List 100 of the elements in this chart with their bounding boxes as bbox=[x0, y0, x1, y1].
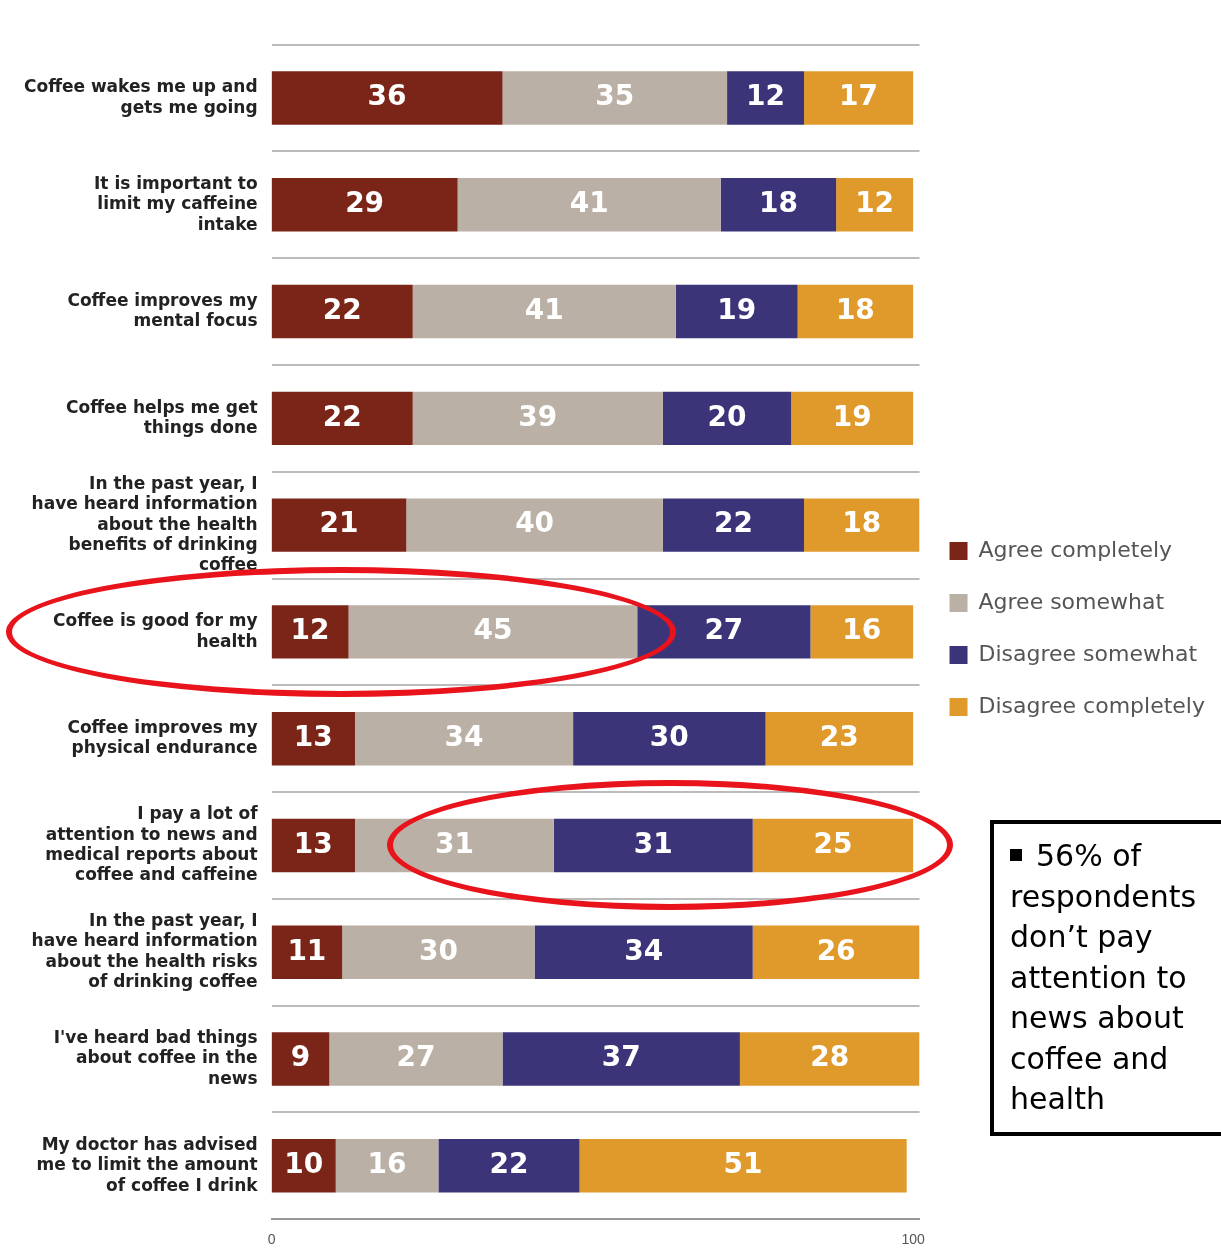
data-label: 22 bbox=[714, 506, 753, 540]
data-label: 51 bbox=[723, 1147, 763, 1181]
bar bbox=[406, 498, 663, 552]
bar bbox=[438, 1139, 580, 1193]
bar bbox=[752, 925, 920, 979]
y-tick-label: I pay a lot of attention to news and medical reports about coffee and caffeine bbox=[45, 803, 259, 885]
x-tick-label: 100 bbox=[901, 1231, 925, 1248]
data-label: 9 bbox=[290, 1040, 311, 1074]
bar bbox=[502, 71, 728, 125]
y-tick-label: Coffee improves my mental focus bbox=[67, 289, 258, 331]
bar bbox=[329, 1032, 503, 1086]
bar bbox=[662, 391, 792, 446]
bar bbox=[271, 284, 413, 339]
bar bbox=[739, 1032, 920, 1086]
bar bbox=[354, 818, 554, 873]
data-label: 35 bbox=[595, 79, 635, 113]
bar bbox=[271, 711, 355, 766]
bar bbox=[271, 391, 413, 446]
bar bbox=[271, 818, 355, 873]
data-label: 22 bbox=[322, 292, 362, 326]
bar bbox=[271, 1032, 330, 1086]
y-tick-label: Coffee improves my physical endurance bbox=[67, 716, 258, 758]
bar bbox=[727, 71, 805, 125]
bar bbox=[271, 178, 458, 232]
bar bbox=[271, 605, 349, 659]
data-label: 34 bbox=[624, 933, 664, 967]
data-label: 30 bbox=[418, 933, 458, 967]
y-tick-label: Coffee wakes me up and gets me going bbox=[24, 76, 258, 117]
data-label: 11 bbox=[287, 933, 327, 967]
data-label: 27 bbox=[396, 1040, 436, 1074]
bar bbox=[765, 711, 914, 766]
data-label: 13 bbox=[293, 719, 333, 753]
data-label: 12 bbox=[746, 79, 786, 113]
bar bbox=[810, 605, 914, 659]
data-label: 39 bbox=[518, 399, 558, 433]
bar bbox=[804, 71, 914, 125]
bar bbox=[804, 498, 920, 552]
bar bbox=[271, 498, 407, 552]
bar bbox=[342, 925, 535, 979]
y-tick-label: It is important to limit my caffeine intake bbox=[94, 172, 258, 234]
y-tick-label: Coffee is good for my health bbox=[53, 610, 258, 651]
data-label: 40 bbox=[515, 506, 555, 540]
data-label: 21 bbox=[319, 506, 359, 540]
data-label: 12 bbox=[855, 186, 895, 220]
y-tick-label: My doctor has advised me to limit the amount of coffee I drink bbox=[36, 1133, 259, 1195]
bar bbox=[637, 605, 811, 659]
data-label: 18 bbox=[842, 506, 882, 540]
data-label: 34 bbox=[444, 719, 484, 753]
y-tick-label: In the past year, I have heard information about the health risks of drinking coffee bbox=[31, 910, 258, 992]
x-tick-label: 0 bbox=[267, 1231, 276, 1248]
bar bbox=[573, 711, 766, 766]
data-label: 36 bbox=[367, 79, 407, 113]
bar bbox=[271, 71, 503, 125]
bar bbox=[354, 711, 574, 766]
bar bbox=[752, 818, 914, 873]
data-label: 18 bbox=[835, 292, 875, 326]
bar bbox=[797, 284, 914, 339]
data-label: 45 bbox=[473, 613, 513, 647]
text: 56% of respondents don’t pay attention to news about coffee and health bbox=[990, 820, 1221, 1136]
data-label: 41 bbox=[524, 292, 564, 326]
bar bbox=[412, 284, 676, 339]
y-tick-label: I've heard bad things about coffee in the news bbox=[53, 1027, 258, 1088]
data-label: 41 bbox=[569, 186, 609, 220]
data-label: 13 bbox=[293, 826, 333, 860]
bar bbox=[348, 605, 638, 659]
bar bbox=[412, 391, 663, 446]
bar bbox=[553, 818, 753, 873]
legend-label: Agree somewhat bbox=[978, 588, 1165, 614]
data-label: 31 bbox=[633, 826, 673, 860]
data-label: 23 bbox=[819, 719, 859, 753]
bar bbox=[502, 1032, 740, 1086]
data-label: 16 bbox=[842, 613, 882, 647]
bar bbox=[720, 178, 837, 232]
bar bbox=[335, 1139, 439, 1193]
data-label: 18 bbox=[758, 186, 798, 220]
bar bbox=[457, 178, 721, 232]
legend-label: Disagree somewhat bbox=[978, 640, 1198, 666]
data-label: 12 bbox=[290, 613, 330, 647]
bar bbox=[662, 498, 805, 552]
bar bbox=[675, 284, 798, 339]
data-label: 20 bbox=[707, 399, 747, 433]
data-label: 22 bbox=[489, 1147, 529, 1181]
data-label: 19 bbox=[717, 292, 757, 326]
data-label: 25 bbox=[813, 826, 853, 860]
data-label: 26 bbox=[816, 933, 856, 967]
data-label: 31 bbox=[434, 826, 474, 860]
data-label: 28 bbox=[810, 1040, 850, 1074]
data-label: 27 bbox=[704, 613, 744, 647]
y-tick-label: Coffee helps me get things done bbox=[66, 396, 258, 437]
data-label: 19 bbox=[832, 399, 872, 433]
data-label: 37 bbox=[601, 1040, 641, 1074]
data-label: 10 bbox=[284, 1147, 324, 1181]
y-tick-label: In the past year, I have heard information about the health benefits of drinking coffee bbox=[31, 472, 258, 575]
data-label: 16 bbox=[367, 1147, 407, 1181]
bar bbox=[579, 1139, 907, 1193]
data-label: 30 bbox=[649, 719, 689, 753]
legend-label: Disagree completely bbox=[978, 692, 1206, 718]
bar bbox=[534, 925, 753, 979]
legend-label: Agree completely bbox=[978, 536, 1173, 562]
data-label: 29 bbox=[345, 186, 385, 220]
